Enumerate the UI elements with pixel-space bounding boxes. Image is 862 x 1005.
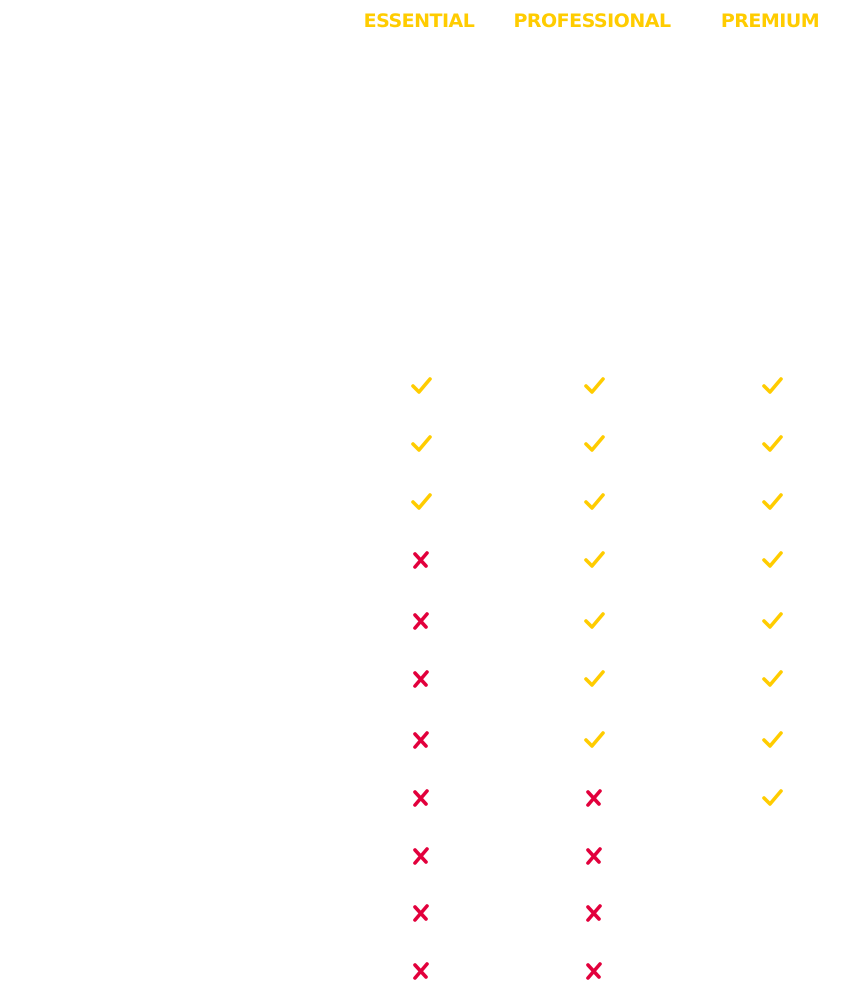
- cross-icon: [582, 786, 606, 810]
- cross-icon: [582, 844, 606, 868]
- cross-icon: [409, 609, 433, 633]
- check-icon: [582, 432, 606, 456]
- check-icon: [760, 432, 784, 456]
- check-icon: [582, 667, 606, 691]
- check-icon: [582, 374, 606, 398]
- plan-header-essential: ESSENTIAL: [363, 10, 475, 32]
- check-icon: [409, 374, 433, 398]
- check-icon: [760, 609, 784, 633]
- check-icon: [760, 786, 784, 810]
- check-icon: [582, 548, 606, 572]
- check-icon: [582, 490, 606, 514]
- cross-icon: [409, 786, 433, 810]
- cross-icon: [409, 959, 433, 983]
- cross-icon: [409, 728, 433, 752]
- cross-icon: [582, 901, 606, 925]
- cross-icon: [582, 959, 606, 983]
- check-icon: [760, 374, 784, 398]
- plan-header-premium: PREMIUM: [720, 10, 820, 32]
- check-icon: [760, 548, 784, 572]
- cross-icon: [409, 844, 433, 868]
- check-icon: [409, 490, 433, 514]
- cross-icon: [409, 667, 433, 691]
- check-icon: [760, 667, 784, 691]
- check-icon: [582, 728, 606, 752]
- cross-icon: [409, 901, 433, 925]
- check-icon: [760, 490, 784, 514]
- check-icon: [409, 432, 433, 456]
- plan-header-professional: PROFESSIONAL: [513, 10, 671, 32]
- check-icon: [760, 728, 784, 752]
- cross-icon: [409, 548, 433, 572]
- check-icon: [582, 609, 606, 633]
